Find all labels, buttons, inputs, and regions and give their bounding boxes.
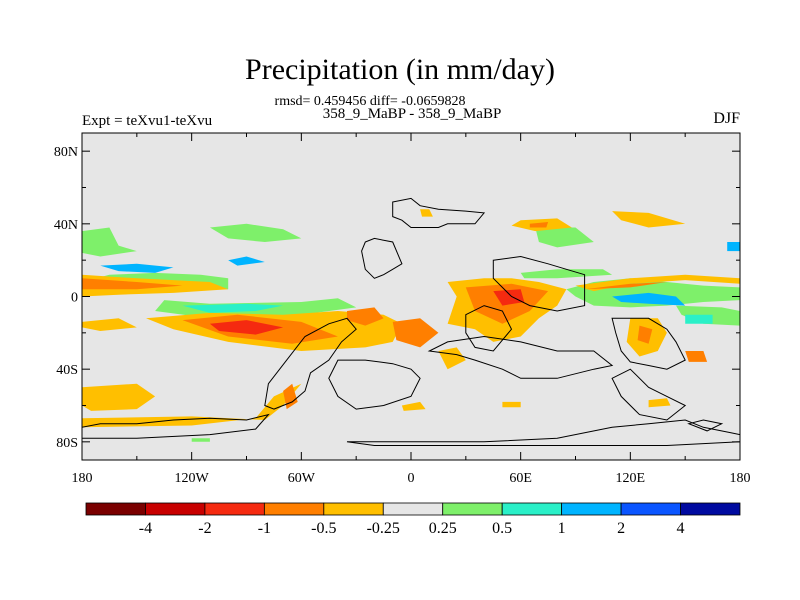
- colorbar-label: -0.25: [367, 520, 400, 537]
- anomaly-region: [82, 318, 137, 331]
- anomaly-region: [584, 282, 667, 290]
- season-label: DJF: [713, 110, 740, 127]
- anomaly-region: [100, 263, 174, 273]
- colorbar-box: [382, 502, 444, 516]
- coastline: [392, 197, 486, 228]
- coastline: [687, 419, 724, 432]
- colorbar-box: [323, 502, 384, 516]
- anomaly-region: [420, 209, 433, 217]
- colorbar-box: [620, 502, 681, 516]
- coastline: [328, 359, 421, 410]
- y-tick-label: 40N: [54, 218, 78, 233]
- y-tick-label: 80N: [54, 145, 78, 160]
- land-outlines: [82, 197, 740, 446]
- anomaly-region: [82, 383, 156, 411]
- coastline: [611, 317, 686, 370]
- anomaly-region: [228, 256, 265, 266]
- x-tick-label: 120W: [175, 471, 210, 486]
- colorbar-box: [145, 502, 206, 516]
- colorbar-label: -4: [139, 520, 152, 537]
- colorbar-box: [263, 502, 325, 516]
- x-tick-label: 60E: [509, 471, 532, 486]
- stats-subtitle: rmsd= 0.459456 diff= -0.0659828: [274, 94, 466, 109]
- anomaly-region: [401, 401, 426, 411]
- anomaly-region: [209, 223, 302, 242]
- anomaly-region: [347, 307, 384, 326]
- colorbar-label: -2: [198, 520, 211, 537]
- coastline: [611, 368, 687, 421]
- anomaly-region: [575, 274, 740, 292]
- colorbar: -4 -2 -1 -0.5 -0.25 0.25 0.5 1 2 4: [85, 502, 741, 537]
- colorbar-box: [561, 502, 622, 516]
- colorbar-box: [680, 502, 741, 516]
- anomaly-region: [82, 383, 302, 428]
- anomaly-region: [529, 222, 549, 228]
- coastline: [82, 413, 270, 439]
- anomaly-region: [612, 211, 686, 228]
- anomaly-region: [392, 318, 439, 348]
- x-tick-label: 0: [408, 471, 415, 486]
- colorbar-box: [442, 502, 503, 516]
- anomaly-region: [182, 303, 284, 313]
- coastline: [427, 335, 614, 379]
- axis-ticks: 180 120W 60W 0 60E 120E 180 80N 40N 0 40S 80S: [54, 133, 751, 486]
- colorbar-box: [501, 502, 563, 516]
- anomaly-region: [191, 438, 210, 442]
- colorbar-label: 2: [617, 520, 625, 537]
- colorbar-label: 4: [677, 520, 685, 537]
- anomaly-region: [637, 325, 653, 344]
- colorbar-label: 0.5: [492, 520, 512, 537]
- anomaly-region: [493, 289, 525, 306]
- periods-subtitle: 358_9_MaBP - 358_9_MaBP: [322, 106, 502, 122]
- anomaly-region: [535, 227, 594, 248]
- coastline: [346, 419, 740, 446]
- experiment-label: Expt = teXvu1-teXvu: [82, 113, 213, 129]
- anomaly-region: [502, 401, 521, 408]
- colorbar-label: -0.5: [311, 520, 336, 537]
- anomaly-region: [727, 242, 740, 252]
- anomaly-regions: [82, 209, 740, 442]
- anomaly-region: [648, 398, 671, 408]
- anomaly-region: [82, 278, 183, 290]
- y-tick-label: 40S: [56, 363, 78, 378]
- x-tick-label: 120E: [616, 471, 646, 486]
- colorbar-box: [204, 502, 265, 516]
- x-tick-label: 60W: [288, 471, 316, 486]
- anomaly-region: [685, 351, 708, 362]
- colorbar-label: 1: [558, 520, 566, 537]
- colorbar-box: [85, 502, 146, 516]
- anomaly-region: [685, 314, 713, 324]
- coastline: [465, 305, 513, 352]
- chart-title: Precipitation (in mm/day): [245, 53, 555, 86]
- anomaly-region: [82, 227, 137, 257]
- anomaly-region: [209, 320, 284, 335]
- coastline: [264, 317, 357, 410]
- y-tick-label: 80S: [56, 436, 78, 451]
- y-tick-label: 0: [71, 291, 78, 306]
- anomaly-region: [283, 383, 298, 410]
- anomaly-region: [520, 269, 613, 279]
- coastline: [492, 255, 586, 312]
- colorbar-label: 0.25: [429, 520, 457, 537]
- x-tick-label: 180: [730, 471, 751, 486]
- anomaly-region: [612, 292, 686, 306]
- coastline: [361, 237, 403, 279]
- colorbar-label: -1: [258, 520, 271, 537]
- x-tick-label: 180: [72, 471, 93, 486]
